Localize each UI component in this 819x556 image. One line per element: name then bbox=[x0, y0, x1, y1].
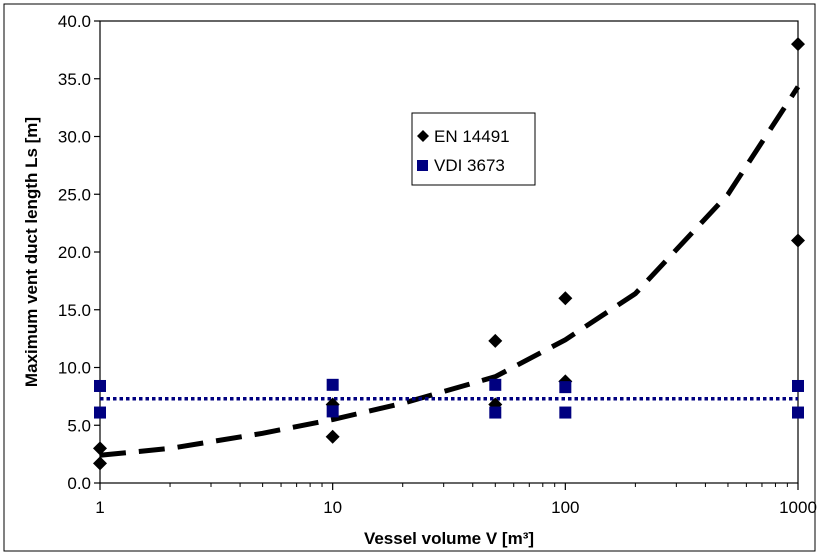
en14491-point bbox=[325, 429, 340, 444]
trendlines bbox=[99, 85, 801, 458]
legend-box bbox=[411, 112, 536, 186]
y-tick-label: 10.0 bbox=[58, 359, 91, 378]
y-tick-label: 30.0 bbox=[58, 128, 91, 147]
vdi3673-point bbox=[94, 379, 106, 392]
y-tick-label: 0.0 bbox=[67, 474, 91, 493]
plot-area bbox=[99, 20, 799, 484]
y-tick-label: 40.0 bbox=[58, 12, 91, 31]
y-tick-label: 20.0 bbox=[58, 243, 91, 262]
x-tick-label: 10 bbox=[323, 498, 342, 517]
y-tick-label: 15.0 bbox=[58, 301, 91, 320]
en14491-point bbox=[558, 291, 573, 306]
x-axis-title: Vessel volume V [m³] bbox=[364, 529, 534, 548]
vdi3673-point bbox=[559, 381, 572, 394]
y-axis-title: Maximum vent duct length Ls [m] bbox=[22, 117, 41, 387]
vdi3673-point bbox=[489, 406, 502, 419]
legend: EN 14491 VDI 3673 bbox=[411, 112, 536, 186]
trendline-en14491 bbox=[99, 85, 801, 458]
chart-border bbox=[3, 3, 816, 552]
x-tick-label: 100 bbox=[551, 498, 579, 517]
vdi3673-point bbox=[326, 405, 339, 418]
en14491-point bbox=[791, 37, 805, 52]
vdi3673-point bbox=[489, 378, 502, 391]
x-axis: 1 10 100 1000 bbox=[95, 483, 817, 517]
x-tick-label: 1 bbox=[95, 498, 104, 517]
vdi3673-point bbox=[94, 406, 106, 419]
vdi3673-point bbox=[559, 406, 572, 419]
legend-label-en14491: EN 14491 bbox=[434, 127, 510, 146]
x-tick-label: 1000 bbox=[779, 498, 817, 517]
en14491-point bbox=[93, 456, 107, 471]
vdi3673-point bbox=[792, 406, 804, 419]
en14491-point bbox=[488, 333, 503, 348]
legend-label-vdi3673: VDI 3673 bbox=[434, 156, 505, 175]
y-tick-label: 25.0 bbox=[58, 185, 91, 204]
y-tick-label: 5.0 bbox=[67, 416, 91, 435]
vdi3673-point bbox=[326, 378, 339, 391]
en14491-point bbox=[791, 233, 805, 248]
legend-marker-en14491-diamond-icon bbox=[417, 130, 429, 142]
data-markers bbox=[93, 37, 805, 471]
y-tick-label: 35.0 bbox=[58, 70, 91, 89]
en14491-point bbox=[93, 441, 107, 456]
legend-marker-vdi3673-square-icon bbox=[417, 160, 428, 171]
vdi3673-point bbox=[792, 379, 804, 392]
y-axis: 0.0 5.0 10.0 15.0 20.0 25.0 30.0 35.0 40.0 bbox=[58, 12, 100, 493]
